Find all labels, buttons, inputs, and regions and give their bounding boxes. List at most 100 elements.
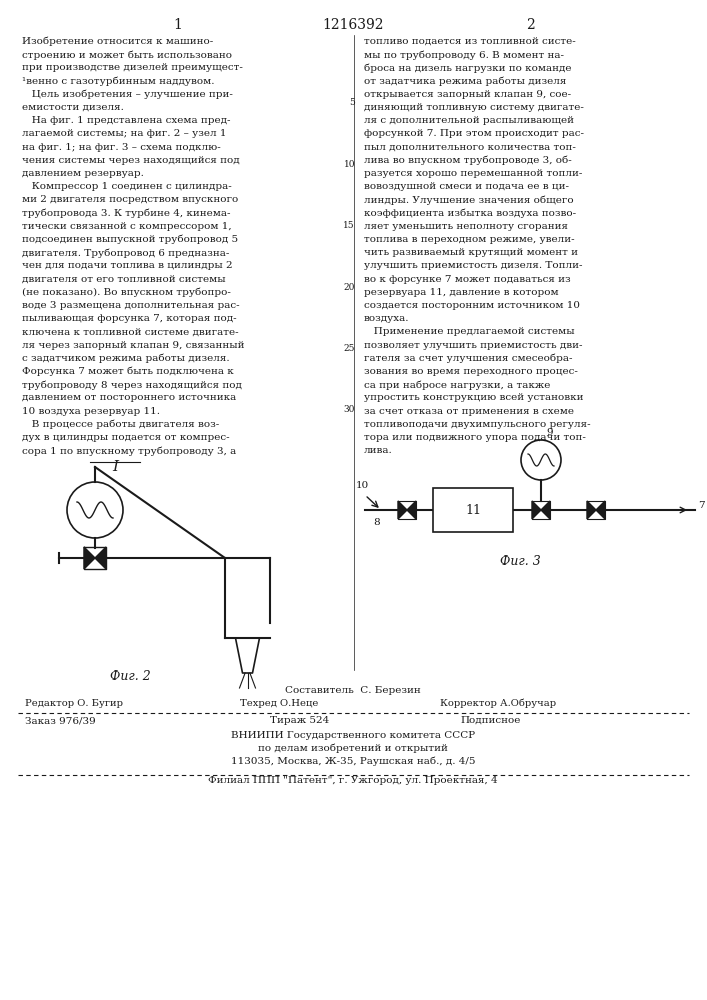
Bar (433, 488, 513, 532)
Text: при производстве дизелей преимущест-: при производстве дизелей преимущест- (22, 63, 243, 72)
Text: ля с дополнительной распыливающей: ля с дополнительной распыливающей (364, 116, 574, 125)
Text: по делам изобретений и открытий: по делам изобретений и открытий (258, 744, 448, 753)
Text: тически связанной с компрессором 1,: тически связанной с компрессором 1, (22, 222, 232, 231)
Text: разуется хорошо перемешанной топли-: разуется хорошо перемешанной топли- (364, 169, 583, 178)
Text: создается посторонним источником 10: создается посторонним источником 10 (364, 301, 580, 310)
Text: 1: 1 (173, 18, 182, 32)
Text: двигателя. Трубопровод 6 предназна-: двигателя. Трубопровод 6 предназна- (22, 248, 229, 258)
Text: подсоединен выпускной трубопровод 5: подсоединен выпускной трубопровод 5 (22, 235, 238, 244)
Text: Техред О.Неце: Техред О.Неце (240, 699, 318, 708)
Text: пыливающая форсунка 7, которая под-: пыливающая форсунка 7, которая под- (22, 314, 237, 323)
Text: трубопроводу 8 через находящийся под: трубопроводу 8 через находящийся под (22, 380, 242, 390)
Text: 1216392: 1216392 (323, 18, 384, 32)
Text: Корректор А.Обручар: Корректор А.Обручар (440, 698, 556, 708)
Text: воздуха.: воздуха. (364, 314, 409, 323)
Text: Цель изобретения – улучшение при-: Цель изобретения – улучшение при- (22, 90, 233, 99)
Text: 10: 10 (344, 160, 355, 169)
Text: ключена к топливной системе двигате-: ключена к топливной системе двигате- (22, 327, 239, 336)
Text: емистости дизеля.: емистости дизеля. (22, 103, 124, 112)
Polygon shape (407, 501, 416, 519)
Text: На фиг. 1 представлена схема пред-: На фиг. 1 представлена схема пред- (22, 116, 230, 125)
Text: ВНИИПИ Государственного комитета СССР: ВНИИПИ Государственного комитета СССР (231, 731, 475, 740)
Polygon shape (84, 547, 95, 569)
Text: Фиг. 2: Фиг. 2 (110, 670, 151, 683)
Text: 7: 7 (698, 500, 705, 510)
Text: воде 3 размещена дополнительная рас-: воде 3 размещена дополнительная рас- (22, 301, 240, 310)
Text: топливо подается из топливной систе-: топливо подается из топливной систе- (364, 37, 575, 46)
Text: мы по трубопроводу 6. В момент на-: мы по трубопроводу 6. В момент на- (364, 50, 564, 60)
Polygon shape (532, 501, 541, 519)
Polygon shape (541, 501, 550, 519)
Text: Составитель  С. Березин: Составитель С. Березин (285, 686, 421, 695)
Text: 9: 9 (546, 428, 553, 437)
Text: броса на дизель нагрузки по команде: броса на дизель нагрузки по команде (364, 63, 571, 73)
Text: Изобретение относится к машино-: Изобретение относится к машино- (22, 37, 214, 46)
Text: сора 1 по впускному трубопроводу 3, а: сора 1 по впускному трубопроводу 3, а (22, 446, 236, 456)
Text: 10: 10 (356, 481, 368, 490)
Text: топливоподачи двухимпульсного регуля-: топливоподачи двухимпульсного регуля- (364, 420, 590, 429)
Text: I: I (112, 460, 118, 474)
Text: Применение предлагаемой системы: Применение предлагаемой системы (364, 327, 575, 336)
Text: от задатчика режима работы дизеля: от задатчика режима работы дизеля (364, 77, 566, 86)
Text: на фиг. 1; на фиг. 3 – схема подклю-: на фиг. 1; на фиг. 3 – схема подклю- (22, 143, 221, 152)
Text: 8: 8 (374, 518, 380, 527)
Text: позволяет улучшить приемистость дви-: позволяет улучшить приемистость дви- (364, 341, 583, 350)
Text: за счет отказа от применения в схеме: за счет отказа от применения в схеме (364, 407, 574, 416)
Text: 11: 11 (465, 504, 481, 516)
Text: 113035, Москва, Ж-35, Раушская наб., д. 4/5: 113035, Москва, Ж-35, Раушская наб., д. … (230, 756, 475, 766)
Text: 2: 2 (525, 18, 534, 32)
Text: (не показано). Во впускном трубопро-: (не показано). Во впускном трубопро- (22, 288, 231, 297)
Polygon shape (587, 501, 596, 519)
Text: Заказ 976/39: Заказ 976/39 (25, 716, 95, 725)
Polygon shape (596, 501, 605, 519)
Text: давлением от постороннего источника: давлением от постороннего источника (22, 393, 236, 402)
Text: давлением резервуар.: давлением резервуар. (22, 169, 144, 178)
Text: Фиг. 3: Фиг. 3 (500, 555, 540, 568)
Text: Тираж 524: Тираж 524 (270, 716, 329, 725)
Text: резервуара 11, давление в котором: резервуара 11, давление в котором (364, 288, 559, 297)
Text: лагаемой системы; на фиг. 2 – узел 1: лагаемой системы; на фиг. 2 – узел 1 (22, 129, 226, 138)
Text: чен для подачи топлива в цилиндры 2: чен для подачи топлива в цилиндры 2 (22, 261, 233, 270)
Text: ¹венно с газотурбинным наддувом.: ¹венно с газотурбинным наддувом. (22, 77, 214, 86)
Text: 20: 20 (344, 283, 355, 292)
Text: чить развиваемый крутящий момент и: чить развиваемый крутящий момент и (364, 248, 578, 257)
Text: 10 воздуха резервуар 11.: 10 воздуха резервуар 11. (22, 407, 160, 416)
Text: строению и может быть использовано: строению и может быть использовано (22, 50, 232, 60)
Text: 5: 5 (349, 98, 355, 107)
Text: улучшить приемистость дизеля. Топли-: улучшить приемистость дизеля. Топли- (364, 261, 583, 270)
Text: ляет уменьшить неполноту сгорания: ляет уменьшить неполноту сгорания (364, 222, 568, 231)
Text: дух в цилиндры подается от компрес-: дух в цилиндры подается от компрес- (22, 433, 230, 442)
Text: чения системы через находящийся под: чения системы через находящийся под (22, 156, 240, 165)
Text: открывается запорный клапан 9, сое-: открывается запорный клапан 9, сое- (364, 90, 571, 99)
Text: пыл дополнительного количества топ-: пыл дополнительного количества топ- (364, 143, 576, 152)
Text: са при набросе нагрузки, а также: са при набросе нагрузки, а также (364, 380, 550, 390)
Polygon shape (95, 547, 106, 569)
Text: форсункой 7. При этом происходит рас-: форсункой 7. При этом происходит рас- (364, 129, 584, 138)
Text: В процессе работы двигателя воз-: В процессе работы двигателя воз- (22, 420, 219, 429)
Text: Подписное: Подписное (460, 716, 520, 725)
Text: Редактор О. Бугир: Редактор О. Бугир (25, 699, 123, 708)
Text: Компрессор 1 соединен с цилиндра-: Компрессор 1 соединен с цилиндра- (22, 182, 232, 191)
Text: топлива в переходном режиме, увели-: топлива в переходном режиме, увели- (364, 235, 575, 244)
Text: лива.: лива. (364, 446, 393, 455)
Text: трубопровода 3. К турбине 4, кинема-: трубопровода 3. К турбине 4, кинема- (22, 209, 230, 218)
Text: Филиал ППП "Патент", г. Ужгород, ул. Проектная, 4: Филиал ППП "Патент", г. Ужгород, ул. Про… (208, 776, 498, 785)
Text: 25: 25 (344, 344, 355, 353)
Text: с задатчиком режима работы дизеля.: с задатчиком режима работы дизеля. (22, 354, 230, 363)
Text: двигателя от его топливной системы: двигателя от его топливной системы (22, 275, 226, 284)
Text: ля через запорный клапан 9, связанный: ля через запорный клапан 9, связанный (22, 341, 245, 350)
Text: Форсунка 7 может быть подключена к: Форсунка 7 может быть подключена к (22, 367, 234, 376)
Text: лива во впускном трубопроводе 3, об-: лива во впускном трубопроводе 3, об- (364, 156, 572, 165)
Text: коэффициента избытка воздуха позво-: коэффициента избытка воздуха позво- (364, 209, 576, 218)
Text: диняющий топливную систему двигате-: диняющий топливную систему двигате- (364, 103, 584, 112)
Text: вовоздушной смеси и подача ее в ци-: вовоздушной смеси и подача ее в ци- (364, 182, 569, 191)
Text: во к форсунке 7 может подаваться из: во к форсунке 7 может подаваться из (364, 275, 571, 284)
Text: линдры. Улучшение значения общего: линдры. Улучшение значения общего (364, 195, 573, 205)
Text: зования во время переходного процес-: зования во время переходного процес- (364, 367, 578, 376)
Text: гателя за счет улучшения смесеобра-: гателя за счет улучшения смесеобра- (364, 354, 573, 363)
Text: 30: 30 (344, 405, 355, 414)
Text: ми 2 двигателя посредством впускного: ми 2 двигателя посредством впускного (22, 195, 238, 204)
Text: 15: 15 (344, 221, 355, 230)
Text: тора или подвижного упора подачи топ-: тора или подвижного упора подачи топ- (364, 433, 586, 442)
Text: упростить конструкцию всей установки: упростить конструкцию всей установки (364, 393, 583, 402)
